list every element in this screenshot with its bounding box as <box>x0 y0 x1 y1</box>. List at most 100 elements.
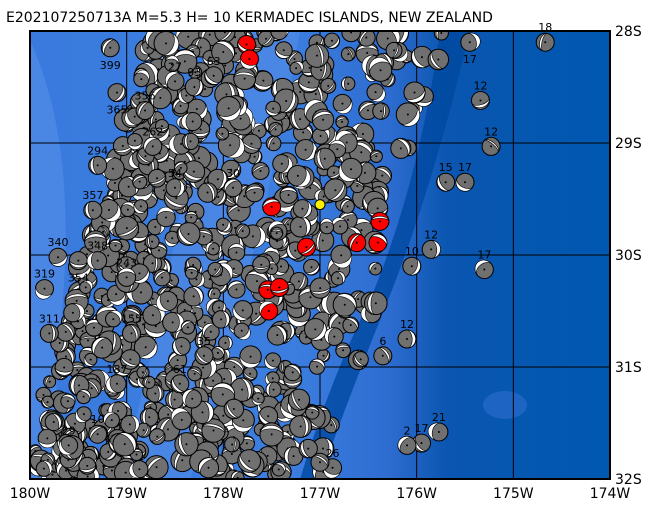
highlighted-beachball <box>239 49 259 70</box>
focal-mechanism-beachball <box>304 43 330 68</box>
focal-mechanism-beachball <box>144 234 160 250</box>
focal-mechanism-beachball <box>271 462 286 477</box>
focal-mechanism-beachball <box>60 393 76 409</box>
depth-labels: 3993653562623401717181212171521172261261… <box>34 21 552 460</box>
depth-label: 61 <box>173 363 187 376</box>
depth-label: 29 <box>62 424 76 437</box>
depth-label: 12 <box>473 79 487 92</box>
focal-mechanism-beachball <box>223 178 243 198</box>
focal-mechanism-beachball <box>211 345 225 360</box>
depth-label: 21 <box>432 411 446 424</box>
depth-label: 365 <box>107 104 128 117</box>
depth-label: 2 <box>404 424 411 437</box>
focal-mechanism-beachball <box>230 470 245 479</box>
focal-mechanism-beachball <box>311 108 335 131</box>
focal-mechanism-beachball <box>390 137 412 159</box>
focal-mechanism-beachball <box>323 32 341 49</box>
focal-mechanism-beachball <box>133 335 158 360</box>
focal-mechanism-beachball <box>455 172 475 192</box>
focal-mechanism-beachball <box>535 32 555 52</box>
focal-mechanism-beachball <box>172 337 191 356</box>
focal-mechanism-beachball <box>385 41 403 59</box>
focal-mechanism-beachball <box>105 310 123 328</box>
focal-mechanism-beachball <box>368 261 383 276</box>
focal-mechanism-beachball <box>184 265 199 280</box>
focal-mechanism-beachball <box>216 95 242 121</box>
focal-mechanism-beachball <box>183 286 204 307</box>
focal-mechanism-beachball <box>223 398 245 420</box>
lat-tick-label: 31S <box>615 360 642 376</box>
focal-mechanism-beachball <box>54 357 74 378</box>
focal-mechanism-beachball <box>34 279 54 300</box>
focal-mechanism-beachball <box>252 255 271 274</box>
focal-mechanism-beachball <box>41 395 55 409</box>
depth-label: 187 <box>107 363 128 376</box>
focal-mechanism-beachball <box>147 168 167 188</box>
highlighted-beachball <box>259 300 279 321</box>
focal-mechanism-beachball <box>156 206 176 228</box>
focal-mechanism-beachball <box>427 422 449 442</box>
focal-mechanism-beachball <box>149 428 166 445</box>
focal-mechanism-beachball <box>264 352 282 370</box>
focal-mechanism-beachball <box>211 310 231 329</box>
focal-mechanism-beachball <box>112 431 138 457</box>
focal-mechanism-beachball <box>187 366 203 382</box>
focal-mechanism-beachball <box>279 185 298 205</box>
focal-mechanism-beachball <box>88 424 108 444</box>
focal-mechanism-beachball <box>310 452 330 472</box>
focal-mechanism-beachball <box>120 201 136 218</box>
focal-mechanism-beachball <box>215 126 230 141</box>
focal-mechanism-beachball <box>201 322 220 341</box>
focal-mechanism-beachball <box>330 244 353 269</box>
depth-label: 18 <box>538 21 552 34</box>
lon-tick-label: 174W <box>590 486 631 502</box>
focal-mechanism-beachball <box>181 388 203 409</box>
focal-mechanism-beachball <box>410 45 434 69</box>
focal-mechanism-beachball <box>122 323 141 343</box>
focal-mechanism-beachball <box>403 81 426 104</box>
focal-mechanism-beachball <box>117 267 137 287</box>
focal-mechanism-beachball <box>216 217 231 232</box>
focal-mechanism-beachball <box>237 449 262 473</box>
focal-mechanism-beachball <box>128 460 149 479</box>
focal-mechanism-beachball <box>133 199 149 214</box>
focal-mechanism-beachball <box>120 414 140 434</box>
depth-label: 12 <box>400 318 414 331</box>
focal-mechanism-beachball <box>316 349 331 363</box>
focal-mechanism-beachball <box>241 133 262 154</box>
depth-label: 10 <box>405 245 419 258</box>
focal-mechanism-beachball <box>341 31 361 43</box>
depth-label: 10 <box>91 413 105 426</box>
focal-mechanism-beachball <box>229 377 255 402</box>
lon-tick-label: 180W <box>10 486 51 502</box>
focal-mechanism-beachball <box>207 287 221 301</box>
focal-mechanism-beachball <box>332 292 357 317</box>
focal-mechanism-beachball <box>313 147 336 170</box>
lon-tick-label: 175W <box>493 486 534 502</box>
focal-mechanism-beachball <box>265 381 282 398</box>
lon-tick-label: 177W <box>300 486 341 502</box>
depth-label: 356 <box>135 90 156 103</box>
focal-mechanism-beachball <box>184 210 198 224</box>
focal-mechanism-beachball <box>170 374 190 394</box>
lat-tick-label: 30S <box>615 248 642 264</box>
focal-mechanism-beachball <box>412 433 431 453</box>
focal-mechanism-beachball <box>232 300 254 321</box>
focal-mechanism-beachball <box>224 436 241 453</box>
depth-label: 17 <box>477 249 491 262</box>
focal-mechanism-beachball <box>83 352 98 367</box>
focal-mechanism-beachball <box>165 178 185 198</box>
focal-mechanism-beachball <box>242 366 258 382</box>
focal-mechanism-beachball <box>204 66 224 86</box>
focal-mechanism-beachball <box>48 247 68 267</box>
focal-mechanism-beachball <box>146 384 165 403</box>
focal-mechanism-beachball <box>287 388 311 411</box>
depth-label: 30 <box>226 167 240 180</box>
focal-mechanism-beachball <box>265 100 281 117</box>
focal-mechanism-beachball <box>373 346 393 366</box>
focal-mechanism-beachball <box>76 389 92 405</box>
depth-label: 15 <box>439 161 453 174</box>
lon-tick-label: 178W <box>203 486 244 502</box>
focal-mechanism-beachball <box>86 251 108 271</box>
focal-mechanism-beachball <box>289 215 312 238</box>
